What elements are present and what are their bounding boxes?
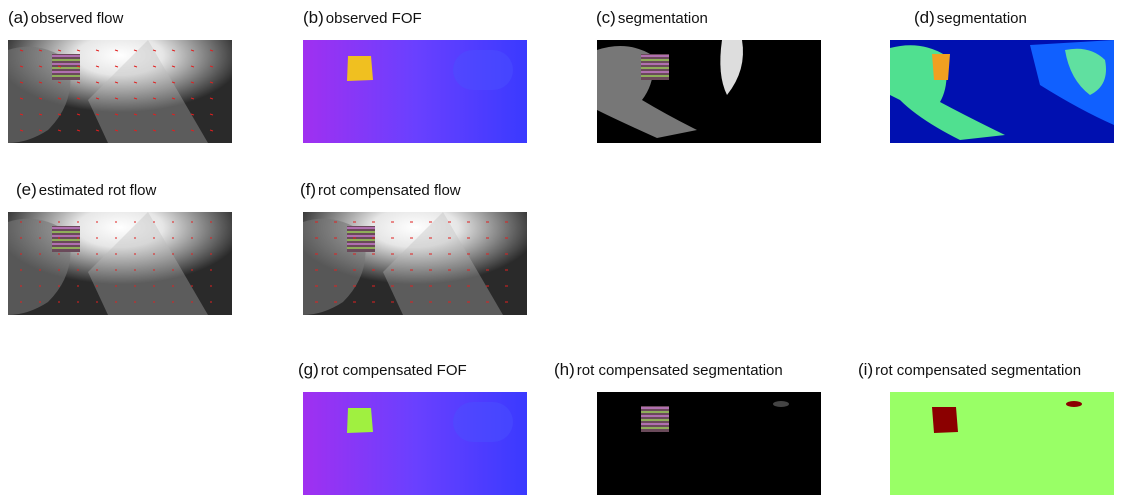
image-detail [773,401,789,407]
panel-image [597,392,821,495]
panel-tag: (a) [8,8,29,27]
panel-image [890,392,1114,495]
panel-tag: (d) [914,8,935,27]
image-detail [52,243,80,245]
image-detail [641,415,669,417]
panel-label: (g)rot compensated FOF [298,360,467,380]
panel-tag: (c) [596,8,616,27]
image-detail [641,75,669,77]
panel-image [890,40,1114,143]
panel-tag: (h) [554,360,575,379]
image-detail [641,63,669,65]
panel-caption: observed flow [31,10,124,27]
panel-caption: rot compensated FOF [321,362,467,379]
image-detail [52,67,80,69]
image-detail [347,227,375,229]
panel-caption: observed FOF [326,10,422,27]
panel-caption: segmentation [618,10,708,27]
panel-image [303,392,527,495]
image-detail [641,407,669,409]
image-detail [52,75,80,77]
image-detail [890,392,1114,495]
panel-image [597,40,821,143]
image-detail [641,71,669,73]
image-detail [347,56,373,81]
image-detail [597,392,821,495]
image-detail [1066,401,1082,407]
panel-label: (h)rot compensated segmentation [554,360,783,380]
image-detail [347,239,375,241]
panel-tag: (f) [300,180,316,199]
image-detail [52,63,80,65]
panel-image [303,40,527,143]
image-detail [641,55,669,57]
image-detail [641,67,669,69]
image-detail [641,419,669,421]
panel-caption: segmentation [937,10,1027,27]
image-detail [52,59,80,61]
panel-caption: rot compensated segmentation [577,362,783,379]
panel-image [8,40,232,143]
image-detail [641,427,669,429]
image-detail [52,235,80,237]
image-detail [453,50,513,90]
panel-label: (i)rot compensated segmentation [858,360,1081,380]
image-detail [453,402,513,442]
figure: (a)observed flow (b)observed FOF (c)segm… [0,0,1137,500]
image-detail [347,231,375,233]
image-detail [347,235,375,237]
image-detail [641,423,669,425]
panel-caption: rot compensated flow [318,182,461,199]
image-detail [641,59,669,61]
panel-image [303,212,527,315]
image-detail [932,407,958,433]
panel-label: (b)observed FOF [303,8,422,28]
panel-caption: rot compensated segmentation [875,362,1081,379]
image-detail [52,239,80,241]
image-detail [347,247,375,249]
image-detail [347,243,375,245]
image-detail [641,411,669,413]
panel-label: (d)segmentation [914,8,1027,28]
image-detail [52,55,80,57]
panel-label: (c)segmentation [596,8,708,28]
panel-label: (e)estimated rot flow [16,180,156,200]
image-detail [52,227,80,229]
panel-label: (f)rot compensated flow [300,180,461,200]
panel-image [8,212,232,315]
panel-tag: (e) [16,180,37,199]
panel-tag: (b) [303,8,324,27]
panel-label: (a)observed flow [8,8,123,28]
image-detail [52,71,80,73]
image-detail [52,231,80,233]
panel-tag: (i) [858,360,873,379]
panel-caption: estimated rot flow [39,182,157,199]
image-detail [52,247,80,249]
panel-tag: (g) [298,360,319,379]
image-detail [347,408,373,433]
image-detail [932,54,950,80]
